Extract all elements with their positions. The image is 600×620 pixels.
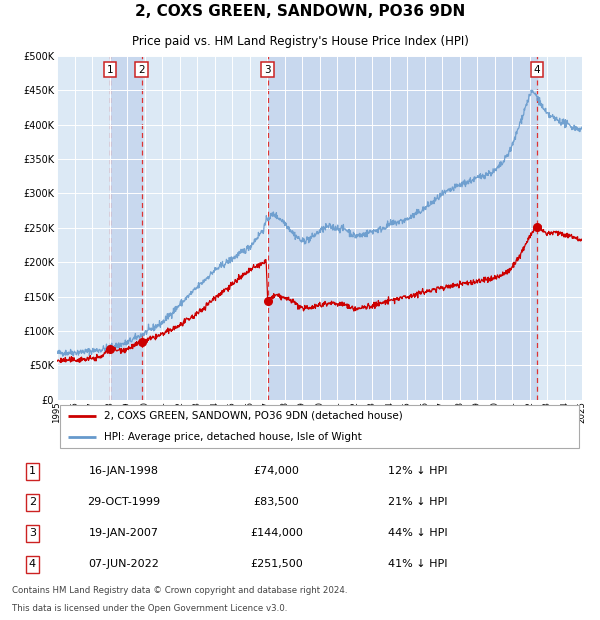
Text: 07-JUN-2022: 07-JUN-2022	[88, 559, 159, 569]
Text: Contains HM Land Registry data © Crown copyright and database right 2024.: Contains HM Land Registry data © Crown c…	[12, 587, 347, 595]
Text: 2, COXS GREEN, SANDOWN, PO36 9DN: 2, COXS GREEN, SANDOWN, PO36 9DN	[135, 4, 465, 19]
Text: 4: 4	[29, 559, 36, 569]
Text: 2: 2	[138, 64, 145, 74]
Text: 1: 1	[107, 64, 113, 74]
Text: 19-JAN-2007: 19-JAN-2007	[89, 528, 158, 538]
Text: 2: 2	[29, 497, 36, 507]
Text: 3: 3	[265, 64, 271, 74]
Text: £83,500: £83,500	[254, 497, 299, 507]
Text: 16-JAN-1998: 16-JAN-1998	[89, 466, 158, 476]
Text: 29-OCT-1999: 29-OCT-1999	[87, 497, 160, 507]
Text: 4: 4	[534, 64, 541, 74]
Text: £144,000: £144,000	[250, 528, 303, 538]
Text: HPI: Average price, detached house, Isle of Wight: HPI: Average price, detached house, Isle…	[104, 432, 362, 442]
Text: 21% ↓ HPI: 21% ↓ HPI	[388, 497, 448, 507]
Text: 2, COXS GREEN, SANDOWN, PO36 9DN (detached house): 2, COXS GREEN, SANDOWN, PO36 9DN (detach…	[104, 410, 403, 420]
Text: This data is licensed under the Open Government Licence v3.0.: This data is licensed under the Open Gov…	[12, 604, 287, 613]
Text: 41% ↓ HPI: 41% ↓ HPI	[388, 559, 448, 569]
Text: £251,500: £251,500	[250, 559, 303, 569]
FancyBboxPatch shape	[59, 405, 580, 448]
Text: 3: 3	[29, 528, 36, 538]
Text: Price paid vs. HM Land Registry's House Price Index (HPI): Price paid vs. HM Land Registry's House …	[131, 35, 469, 48]
Text: 44% ↓ HPI: 44% ↓ HPI	[388, 528, 448, 538]
Bar	[110, 56, 142, 400]
Bar	[268, 56, 537, 400]
Text: 1: 1	[29, 466, 36, 476]
Text: £74,000: £74,000	[254, 466, 299, 476]
Text: 12% ↓ HPI: 12% ↓ HPI	[388, 466, 448, 476]
